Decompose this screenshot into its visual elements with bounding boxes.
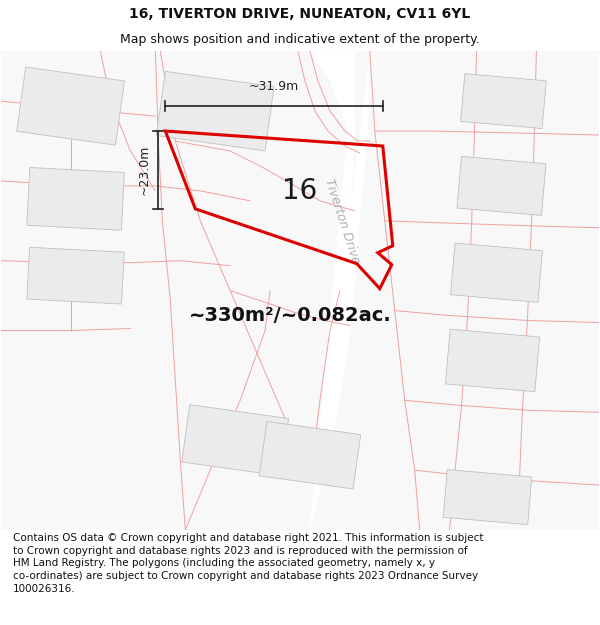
Text: 16, TIVERTON DRIVE, NUNEATON, CV11 6YL: 16, TIVERTON DRIVE, NUNEATON, CV11 6YL [130,8,470,21]
Text: Tiverton Drive: Tiverton Drive [322,176,362,265]
Text: ~31.9m: ~31.9m [249,79,299,92]
Polygon shape [310,51,355,151]
Text: Map shows position and indicative extent of the property.: Map shows position and indicative extent… [120,34,480,46]
Polygon shape [451,243,542,302]
Text: ~23.0m: ~23.0m [138,145,151,195]
Text: ~330m²/~0.082ac.: ~330m²/~0.082ac. [188,306,391,325]
Polygon shape [310,51,370,530]
Polygon shape [27,168,124,230]
Polygon shape [461,74,546,129]
Polygon shape [182,404,289,476]
Polygon shape [457,156,546,216]
Text: 16: 16 [283,177,317,205]
Polygon shape [259,421,361,489]
Polygon shape [443,469,532,524]
Polygon shape [157,71,274,151]
Text: Contains OS data © Crown copyright and database right 2021. This information is : Contains OS data © Crown copyright and d… [13,533,484,594]
Polygon shape [27,248,124,304]
Polygon shape [445,329,539,392]
Polygon shape [17,67,124,145]
